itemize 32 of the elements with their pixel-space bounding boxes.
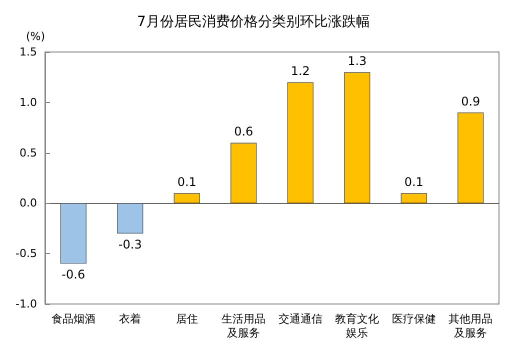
x-tick-label: 居住 bbox=[176, 312, 198, 326]
bar bbox=[458, 112, 484, 204]
y-tick-label: -0.5 bbox=[16, 247, 37, 260]
data-label: 1.3 bbox=[348, 54, 367, 68]
x-tick-label: 医疗保健 bbox=[392, 312, 436, 326]
x-tick-label: 衣着 bbox=[119, 312, 142, 326]
y-axis-title: (%) bbox=[26, 30, 45, 43]
x-tick-label: 教育文化娱乐 bbox=[335, 312, 380, 340]
bar bbox=[60, 203, 86, 264]
chart-title: 7月份居民消费价格分类别环比涨跌幅 bbox=[137, 14, 370, 30]
y-tick-label: 0.5 bbox=[20, 146, 37, 160]
y-tick-label: 0.0 bbox=[20, 196, 37, 210]
bar bbox=[117, 203, 144, 234]
bar bbox=[400, 193, 427, 204]
data-label: -0.3 bbox=[118, 237, 142, 252]
y-tick-label: 1.5 bbox=[20, 46, 37, 58]
bar bbox=[230, 142, 257, 204]
data-label: 1.2 bbox=[290, 64, 310, 78]
data-label: 0.6 bbox=[234, 124, 254, 139]
data-label: 0.1 bbox=[404, 175, 424, 190]
bar bbox=[287, 82, 314, 204]
x-tick-label: 交通通信 bbox=[278, 312, 322, 326]
bar bbox=[174, 193, 200, 204]
y-tick-label: 1.0 bbox=[20, 96, 37, 109]
data-label: 0.9 bbox=[461, 94, 480, 108]
x-tick-label: 食品烟酒 bbox=[51, 312, 96, 326]
x-tick-label: 生活用品及服务 bbox=[222, 312, 266, 340]
bar bbox=[344, 72, 370, 204]
data-label: -0.6 bbox=[62, 268, 86, 282]
y-tick-label: -1.0 bbox=[16, 298, 37, 310]
data-label: 0.1 bbox=[177, 175, 196, 190]
x-tick-label: 其他用品及服务 bbox=[448, 312, 493, 340]
